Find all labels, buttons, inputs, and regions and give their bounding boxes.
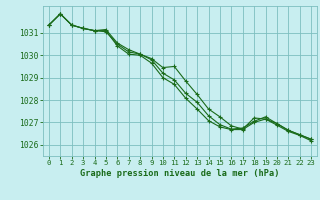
X-axis label: Graphe pression niveau de la mer (hPa): Graphe pression niveau de la mer (hPa) (80, 169, 280, 178)
